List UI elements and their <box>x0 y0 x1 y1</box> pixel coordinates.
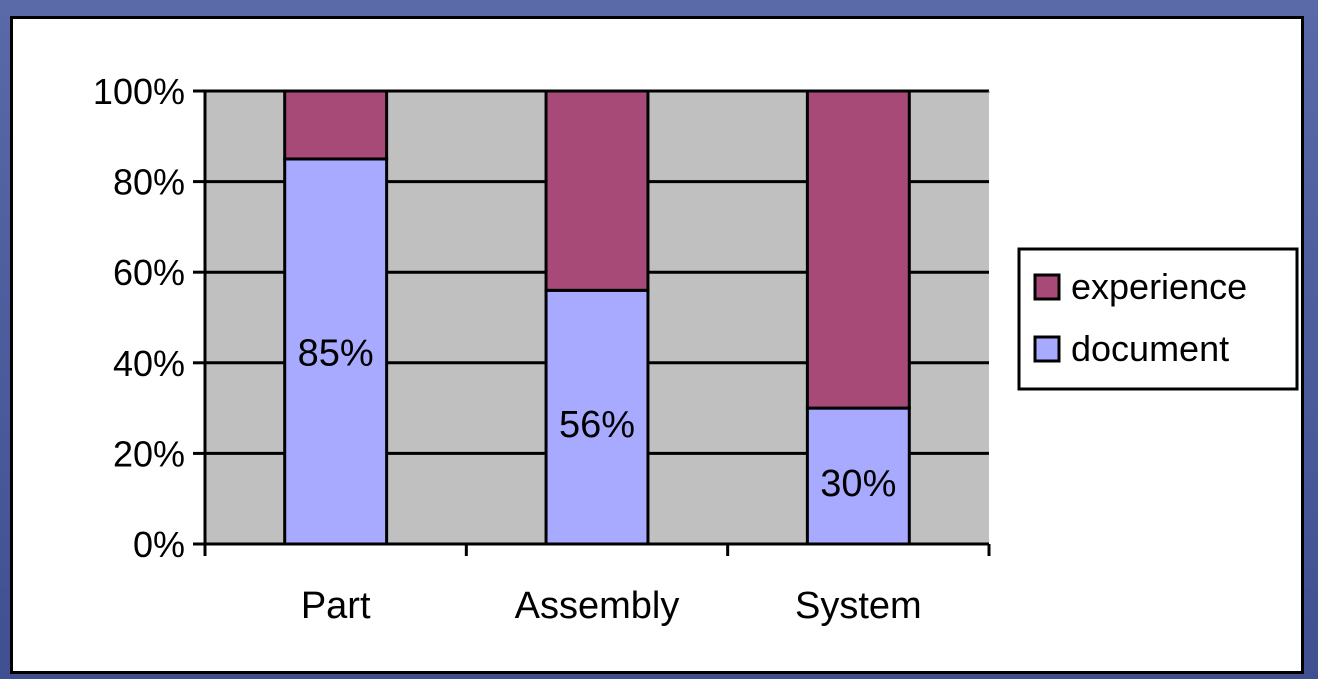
bar-experience-assembly <box>544 89 650 292</box>
y-tick-label: 0% <box>133 524 185 565</box>
y-tick-label: 100% <box>93 71 185 112</box>
y-tick-label: 40% <box>113 343 185 384</box>
legend-swatch-experience <box>1033 273 1061 301</box>
x-category-label: System <box>795 585 922 627</box>
bar-experience-system <box>805 89 911 410</box>
data-label: 85% <box>298 332 374 374</box>
x-category-label: Part <box>301 585 371 627</box>
y-tick-label: 80% <box>113 162 185 203</box>
legend-label-experience: experience <box>1071 266 1247 307</box>
y-tick-label: 20% <box>113 433 185 474</box>
y-tick-label: 60% <box>113 252 185 293</box>
bar-document-system <box>805 406 911 546</box>
bar-document-part <box>283 157 389 546</box>
x-category-label: Assembly <box>515 585 680 627</box>
legend-box <box>1017 247 1299 391</box>
legend-swatch-document <box>1033 335 1061 363</box>
data-label: 56% <box>559 404 635 446</box>
chart-frame: 0% 20% 40% 60% 80% 100% 85% Part 56% Assembly 30% S… <box>10 16 1304 674</box>
data-label: 30% <box>820 463 896 505</box>
stacked-bar-chart: 0% 20% 40% 60% 80% 100% 85% Part 56% Assembly 30% S… <box>93 71 1299 627</box>
bar-experience-part <box>283 89 389 161</box>
legend-label-document: document <box>1071 328 1229 369</box>
